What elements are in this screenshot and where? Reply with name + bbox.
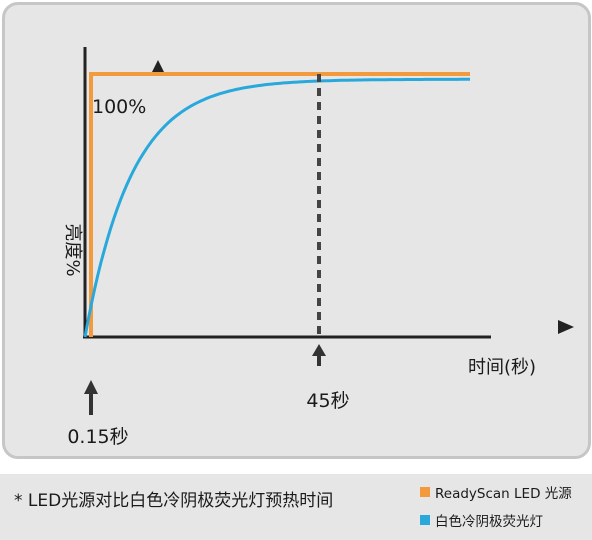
footer: * LED光源对比白色冷阴极荧光灯预热时间 ReadyScan LED 光源 白…	[0, 474, 592, 540]
x-axis-arrow	[558, 320, 574, 334]
legend-swatch-ccfl	[420, 515, 430, 525]
legend-swatch-led	[420, 487, 430, 497]
legend-label-ccfl: 白色冷阴极荧光灯	[435, 514, 543, 530]
series-line-led	[89, 72, 470, 337]
legend-item-ccfl: 白色冷阴极荧光灯	[420, 510, 543, 530]
y-axis-label: 亮度%	[62, 223, 83, 276]
label-100-percent: 100%	[92, 96, 146, 118]
label-45-seconds: 45秒	[306, 390, 349, 412]
label-015-seconds: 0.15秒	[67, 426, 128, 448]
series-line-ccfl	[83, 77, 470, 338]
time-015-arrow-head	[84, 380, 98, 394]
legend-label-led: ReadyScan LED 光源	[435, 486, 572, 502]
legend-item-led: ReadyScan LED 光源	[420, 482, 572, 502]
chart-frame	[2, 2, 591, 459]
time-45-arrow-head	[312, 344, 326, 356]
x-axis-label: 时间(秒)	[468, 357, 536, 378]
footnote: * LED光源对比白色冷阴极荧光灯预热时间	[14, 491, 334, 511]
led-rise-marker	[152, 60, 164, 72]
